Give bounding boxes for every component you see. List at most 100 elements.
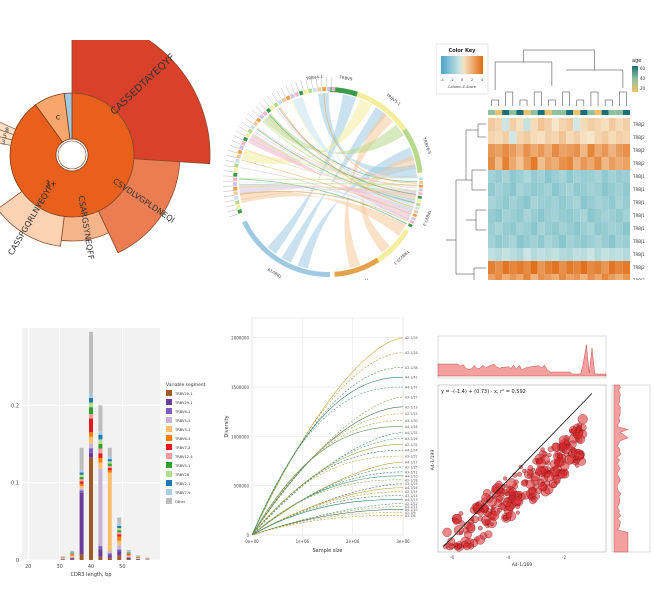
bar-segment [117, 517, 122, 524]
heatmap-age-bar [632, 66, 638, 92]
chord-ribbon [248, 133, 414, 221]
heatmap-col-dendrogram [491, 49, 627, 106]
chord-tick [310, 78, 313, 89]
bar-segment [107, 465, 112, 469]
sunburst-panel: 3+ c CASSEDTAYEQYF CSVDLVGPLDNEQI CSARGSYNEQ… [0, 16, 215, 280]
chord-small-arc [237, 149, 243, 155]
chord-ribbon [241, 99, 373, 165]
heatmap-cell [495, 183, 503, 196]
bar-segment [79, 554, 84, 560]
scatter-right-density [613, 384, 629, 553]
chord-small-arc [235, 158, 240, 164]
chord-small-arc [289, 93, 295, 99]
bar-segment [136, 555, 141, 557]
bar-segment [98, 434, 103, 440]
bar-segment [70, 550, 75, 553]
chord-tick [321, 77, 323, 88]
heatmap-cell [622, 235, 630, 248]
chord-thin-ribbon [239, 175, 417, 181]
heatmap-cell [516, 157, 524, 170]
scatter-point [550, 482, 557, 488]
bar-segment [126, 552, 131, 553]
heatmap-cell [551, 183, 559, 196]
chord-tick [255, 105, 263, 114]
sunburst-center-hole [57, 140, 87, 170]
bar-legend-swatch [166, 426, 172, 432]
heatmap-cell [502, 157, 510, 170]
bar-legend-swatch [166, 453, 172, 459]
bar-segment [107, 456, 112, 460]
bar-segment [79, 479, 84, 482]
bar-x-label: CDR3 length, bp [70, 572, 111, 578]
chord-outer-label: TRBV6-5 [421, 136, 432, 155]
heatmap-cell [601, 183, 609, 196]
heatmap-cell [615, 274, 623, 287]
chord-small-arc [245, 132, 251, 138]
heatmap-colorkey-tick: 2 [471, 78, 473, 82]
chord-ribbon [239, 190, 407, 236]
scatter-point [475, 502, 480, 506]
scatter-x-tick: -2 [562, 555, 566, 560]
heatmap-cell [587, 274, 595, 287]
heatmap-cell [587, 170, 595, 183]
line-series [251, 438, 404, 536]
sunburst-inner-label: c [56, 113, 60, 122]
chord-ribbon [263, 113, 404, 155]
scatter-point [577, 414, 588, 425]
heatmap-age-cell [559, 110, 567, 115]
heatmap-cell [523, 222, 531, 235]
scatter-point [501, 488, 508, 495]
heatmap-cell [509, 144, 517, 157]
scatter-point [569, 425, 577, 434]
heatmap-cell [495, 222, 503, 235]
chord-tick [295, 82, 299, 92]
chord-outer-arc [242, 220, 330, 277]
heatmap-cell [544, 209, 552, 222]
heatmap-cell [544, 222, 552, 235]
bar-segment [126, 551, 131, 552]
line-series-label: A4-1/20 [405, 474, 418, 478]
heatmap-cell [608, 274, 616, 287]
heatmap-colorkey-tick: 4 [481, 78, 484, 82]
heatmap-cell [502, 183, 510, 196]
chord-small-arc [294, 91, 300, 97]
heatmap-row-label: TRBJ1 [632, 174, 645, 179]
heatmap-cell [622, 274, 630, 287]
heatmap-cell [530, 131, 538, 144]
bar-segment [79, 488, 84, 491]
chord-thin-ribbon [251, 135, 416, 201]
chord-panel: TRBV9 TRBV5-1 TRBV6-5 TRBV20-1 TRBV28 TRBV19 T… [220, 40, 435, 287]
heatmap-dendro-branch [519, 99, 528, 106]
heatmap-row-label: TRBJ1 [632, 200, 645, 205]
heatmap-cell [537, 222, 545, 235]
heatmap-cell [594, 248, 602, 261]
heatmap-cell [537, 196, 545, 209]
bar-segment [89, 402, 93, 408]
line-x-tick: 2e+06 [346, 539, 360, 544]
heatmap-cell [622, 118, 630, 131]
chord-small-arc [412, 213, 418, 218]
heatmap-colorkey-title: Color Key [449, 48, 477, 54]
heatmap-cell [551, 196, 559, 209]
heatmap-cell [544, 157, 552, 170]
chord-small-arc [269, 104, 275, 111]
heatmap-age-cell [516, 110, 524, 115]
line-series-label: A3-1/11 [405, 505, 418, 509]
sunburst-chart: 3+c CASSEDTAYEQYFCSVDLVGPLDNEQICSARGSYNEQ… [0, 16, 211, 261]
line-series-label: A4-1/10 [405, 508, 418, 512]
chord-thin-ribbon [240, 167, 410, 220]
heatmap-cell [594, 222, 602, 235]
heatmap-cell [615, 261, 623, 274]
scatter-point [489, 511, 500, 521]
scatter-point [508, 487, 517, 496]
chord-outer-label: TRBV20-1 [392, 248, 411, 266]
scatter-point [458, 511, 464, 516]
scatter-point [503, 483, 508, 488]
bar-legend-swatch [166, 471, 172, 477]
heatmap-cell [537, 261, 545, 274]
heatmap-age-tick: 40 [640, 76, 646, 81]
heatmap-cell [566, 131, 574, 144]
heatmap-row-label: TRBJ2 [632, 148, 645, 153]
heatmap-cell [573, 235, 581, 248]
heatmap-cell [559, 170, 567, 183]
